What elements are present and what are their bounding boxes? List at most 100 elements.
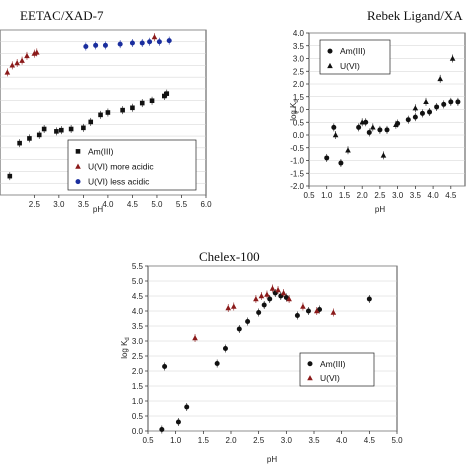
chart-chelex: Chelex-100 0.5 1.0 1.5 2.0 2.5 3.0 3.5 4.0 4.5 5.…: [120, 249, 403, 464]
rebek-point-0: [441, 101, 447, 107]
chelex-x-tick-label: 1.0: [170, 436, 182, 445]
chelex-point-0: [267, 296, 273, 302]
chelex-x-tick-label: 1.5: [198, 436, 210, 445]
eetac-x-tick-label: 5.5: [176, 200, 188, 209]
chelex-point-0: [214, 361, 220, 366]
rebek-point-0: [434, 104, 440, 110]
chelex-point-0: [159, 427, 165, 432]
eetac-x-tick-label: 4.0: [102, 200, 114, 209]
eetac-x-tick-label: 3.5: [78, 200, 90, 209]
rebek-point-0: [338, 160, 344, 166]
chelex-x-tick-label: 0.5: [142, 436, 154, 445]
eetac-point-0: [98, 112, 103, 118]
eetac-point-2: [83, 44, 89, 49]
rebek-point-1: [380, 152, 387, 158]
rebek-x-tick-label: 1.5: [339, 191, 351, 200]
chelex-point-0: [294, 313, 300, 318]
eetac-point-1: [19, 57, 25, 63]
eetac-point-0: [54, 129, 59, 134]
rebek-point-0: [427, 109, 433, 115]
rebek-point-0: [366, 129, 372, 135]
chelex-point-0: [184, 404, 190, 410]
chelex-legend-marker: [307, 361, 313, 367]
chart-eetac-title: EETAC/XAD-7: [20, 8, 104, 23]
rebek-point-1: [423, 98, 429, 105]
chelex-point-1: [313, 308, 320, 314]
eetac-point-0: [81, 125, 86, 131]
eetac-point-0: [105, 110, 111, 115]
eetac-point-0: [120, 107, 125, 113]
rebek-x-axis-label: pH: [375, 205, 385, 214]
rebek-point-0: [448, 99, 454, 105]
eetac-point-1: [24, 52, 30, 59]
rebek-point-0: [419, 110, 425, 116]
chelex-point-0: [245, 319, 251, 324]
chelex-plot-area: [147, 265, 398, 432]
chelex-point-0: [305, 308, 311, 314]
eetac-point-0: [17, 140, 22, 146]
rebek-x-tick-label: 2.0: [357, 191, 369, 200]
rebek-y-tick-label: 3.0: [293, 55, 305, 64]
chelex-point-0: [261, 302, 267, 308]
eetac-x-tick-label: 2.5: [29, 200, 41, 209]
chelex-point-1: [280, 290, 287, 296]
eetac-point-0: [139, 100, 145, 106]
eetac-x-tick-label: 3.0: [53, 200, 65, 209]
rebek-point-0: [377, 127, 383, 133]
eetac-legend-label: U(VI) more acidic: [88, 162, 154, 172]
eetac-legend-marker: [75, 179, 81, 185]
rebek-y-tick-label: -2.0: [290, 182, 304, 191]
eetac-point-1: [151, 34, 158, 40]
chart-rebek-title: Rebek Ligand/XA: [367, 8, 463, 23]
rebek-y-axis-label-subscript: d: [294, 99, 300, 102]
chelex-x-axis-label: pH: [267, 455, 277, 464]
chelex-y-axis-label-main: log K: [120, 340, 129, 359]
rebek-y-tick-label: -1.5: [290, 169, 304, 178]
rebek-point-0: [324, 155, 330, 161]
chelex-y-tick-label: 4.5: [132, 292, 144, 301]
chelex-y-tick-label: 3.0: [132, 337, 144, 346]
eetac-point-0: [41, 126, 47, 132]
chelex-y-axis-label: log Kd: [120, 337, 131, 359]
eetac-point-0: [68, 126, 74, 132]
eetac-x-tick-label: 4.5: [127, 200, 139, 209]
rebek-point-0: [412, 114, 418, 120]
rebek-y-tick-label: -0.5: [290, 144, 304, 153]
chelex-point-0: [162, 364, 168, 369]
rebek-y-tick-label: 2.0: [293, 80, 305, 89]
chelex-point-1: [264, 291, 270, 297]
chelex-point-1: [286, 296, 292, 302]
chelex-y-tick-label: 1.5: [132, 382, 144, 391]
chelex-x-tick-label: 2.5: [253, 436, 265, 445]
rebek-point-1: [332, 132, 339, 138]
eetac-point-2: [139, 40, 145, 46]
rebek-legend-marker: [327, 62, 333, 69]
rebek-point-1: [345, 147, 351, 153]
eetac-legend-marker: [75, 149, 81, 154]
chelex-point-0: [283, 295, 289, 300]
rebek-y-tick-label: 1.5: [293, 93, 305, 102]
chart-chelex-title: Chelex-100: [199, 249, 260, 264]
eetac-point-0: [130, 105, 135, 111]
rebek-point-0: [455, 99, 461, 105]
chelex-legend-label: U(VI): [320, 373, 340, 383]
rebek-point-0: [356, 124, 362, 130]
eetac-point-2: [129, 40, 135, 46]
eetac-x-tick-label: 5.0: [151, 200, 163, 209]
rebek-point-1: [359, 119, 365, 125]
eetac-point-2: [156, 39, 162, 45]
chelex-legend-marker: [307, 375, 313, 381]
rebek-x-tick-label: 0.5: [303, 191, 315, 200]
chelex-y-tick-label: 2.0: [132, 367, 144, 376]
rebek-x-tick-label: 1.0: [321, 191, 333, 200]
rebek-x-tick-label: 3.0: [392, 191, 404, 200]
rebek-y-tick-label: 0.0: [293, 131, 305, 140]
chart-rebek: Rebek Ligand/XA 0.5 1.0 1.5 2.0 2.5 3.0 3.5 4.0…: [289, 8, 466, 214]
eetac-point-0: [88, 119, 94, 125]
rebek-point-0: [363, 119, 369, 125]
chelex-point-1: [230, 303, 237, 309]
eetac-point-0: [36, 132, 42, 138]
rebek-y-tick-label: 0.5: [293, 118, 305, 127]
chelex-y-tick-label: 0.5: [132, 412, 144, 421]
eetac-point-2: [93, 42, 99, 48]
